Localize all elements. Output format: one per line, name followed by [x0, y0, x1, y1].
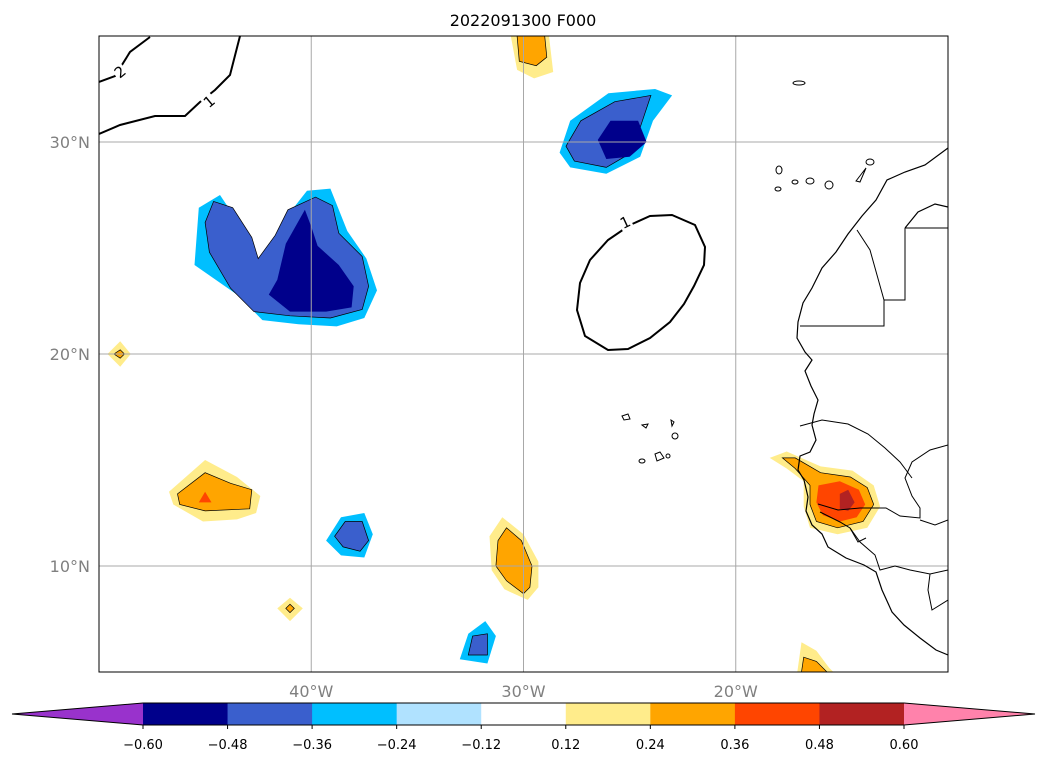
latitude-labels: 30°N 20°N 10°N — [50, 133, 90, 576]
colorbar-extend-min — [12, 703, 143, 725]
colorbar-segment — [565, 703, 651, 725]
neg-anomaly-azores — [559, 89, 673, 174]
pos-anomaly-north — [510, 36, 554, 79]
neg-anomaly-west-africa-small — [326, 513, 373, 558]
longitude-tick-label: 40°W — [289, 682, 333, 701]
figure-title: 2022091300 F000 — [450, 11, 597, 30]
pos-anomaly-central — [489, 517, 539, 600]
colorbar-segment — [312, 703, 398, 725]
longitude-tick-label: 20°W — [714, 682, 758, 701]
canary-islands — [774, 80, 875, 192]
shade-level — [495, 527, 533, 595]
latitude-tick-label: 30°N — [50, 133, 90, 152]
shade-level — [198, 491, 212, 503]
colorbar-segment — [481, 703, 567, 725]
shade-level — [467, 633, 488, 656]
shade-level — [839, 489, 855, 511]
colorbar-extend-max — [904, 703, 1035, 725]
colorbar-tick-label: 0.24 — [636, 738, 665, 753]
colorbar-tick-label: 0.60 — [890, 738, 919, 753]
latitude-tick-label: 10°N — [50, 557, 90, 576]
latitude-tick-label: 20°N — [50, 345, 90, 364]
anomaly-shading — [107, 36, 881, 672]
pos-anomaly-west — [169, 460, 261, 522]
colorbar-segment — [227, 703, 313, 725]
shade-level — [334, 521, 369, 552]
colorbar: −0.60 −0.48 −0.36 −0.24 −0.12 0.12 0.24 0.36 0.4… — [11, 702, 1036, 753]
longitude-labels: 40°W 30°W 20°W — [289, 682, 758, 701]
colorbar-tick-label: −0.36 — [292, 738, 332, 753]
colorbar-segment — [143, 703, 229, 725]
shade-level — [597, 120, 647, 159]
neg-anomaly-u-shape — [194, 188, 377, 327]
coastline — [796, 147, 948, 656]
contour-label-bg — [616, 211, 634, 232]
pos-anomaly-dot-south — [277, 597, 303, 622]
colorbar-segment — [650, 703, 736, 725]
map-frame — [98, 35, 949, 673]
colorbar-segment — [396, 703, 482, 725]
pos-anomaly-southeast — [797, 642, 834, 672]
contour-lines — [99, 36, 707, 352]
contour-label-bg — [109, 61, 130, 82]
colorbar-tick-label: 0.12 — [551, 738, 580, 753]
map-panel[interactable]: 211 — [99, 36, 948, 672]
contour-label-bg — [198, 90, 219, 111]
colorbar-segment — [819, 703, 905, 725]
colorbar-tick-label: −0.48 — [208, 738, 248, 753]
colorbar-segment — [734, 703, 820, 725]
colorbar-tick-label: −0.60 — [123, 738, 163, 753]
shade-level — [177, 472, 253, 512]
country-borders — [799, 227, 948, 611]
longitude-tick-label: 30°W — [501, 682, 545, 701]
colorbar-tick-label: −0.12 — [461, 738, 501, 753]
shade-level — [801, 656, 828, 672]
pos-anomaly-senegal — [769, 451, 881, 535]
cape-verde-islands — [621, 413, 679, 464]
colorbar-tick-label: 0.36 — [720, 738, 749, 753]
shade-level — [516, 36, 548, 67]
neg-anomaly-south — [459, 621, 496, 664]
shade-level — [285, 603, 295, 614]
colorbar-tick-label: −0.24 — [377, 738, 417, 753]
colorbar-tick-label: 0.48 — [805, 738, 834, 753]
